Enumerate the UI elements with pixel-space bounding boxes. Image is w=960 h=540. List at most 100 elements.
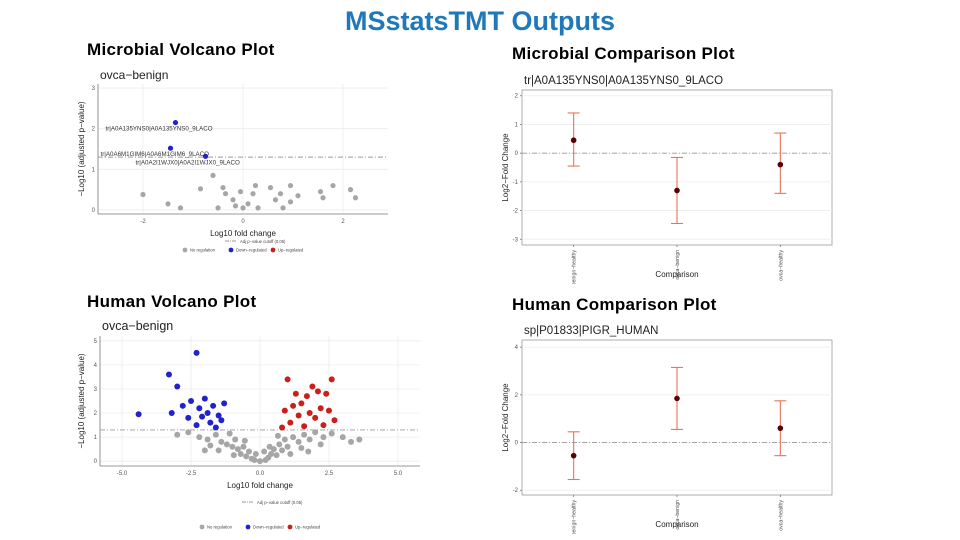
human-volcano-point-up bbox=[325, 407, 332, 414]
human-volcano-point-down bbox=[168, 410, 175, 417]
human-volcano-point-none bbox=[243, 453, 250, 460]
human-volcano-point-none bbox=[223, 441, 230, 448]
human-volcano-point-down bbox=[212, 424, 219, 431]
human-volcano-point-none bbox=[251, 456, 258, 463]
human-volcano-point-down bbox=[210, 402, 217, 409]
human-volcano-point-none bbox=[215, 447, 222, 454]
human-volcano-heading: Human Volcano Plot bbox=[87, 292, 257, 311]
human-volcano-point-none bbox=[305, 448, 312, 455]
human-volcano-point-none bbox=[201, 447, 208, 454]
microbial-comparison-category-label: benign−healthy bbox=[572, 250, 578, 284]
microbial-volcano-chart: ovca−benign 0 1 2 3 -2 0 2 tr|A0A135YNS0|A0A135Y… bbox=[77, 68, 388, 253]
human-volcano-point-up bbox=[309, 383, 316, 390]
human-volcano-point-up bbox=[320, 422, 327, 429]
human-volcano-point-up bbox=[290, 402, 297, 409]
human-volcano-x-tick-label: 5.0 bbox=[394, 471, 403, 477]
microbial-volcano-title: ovca−benign bbox=[100, 68, 168, 82]
microbial-volcano-x-tick-label: -2 bbox=[140, 219, 146, 225]
human-volcano-point-down bbox=[199, 413, 206, 420]
microbial-comparison-heading: Microbial Comparison Plot bbox=[512, 44, 735, 63]
human-volcano-chart: ovca−benign 0 1 2 3 4 5 -5.0 -2.5 0.0 2.5 5.0 Log10 … bbox=[77, 319, 420, 530]
microbial-volcano-point-annotation: tr|A0A6M1GIM6|A0A6M1GIM6_9LACO bbox=[101, 151, 210, 158]
human-volcano-point-down bbox=[179, 402, 186, 409]
microbial-volcano-x-axis-label: Log10 fold change bbox=[210, 229, 276, 238]
microbial-volcano-y-tick-label: 2 bbox=[92, 127, 96, 133]
human-volcano-point-down bbox=[185, 414, 192, 421]
human-comparison-heading: Human Comparison Plot bbox=[512, 295, 717, 314]
human-volcano-point-down bbox=[201, 395, 208, 402]
human-volcano-point-up bbox=[314, 388, 321, 395]
human-volcano-point-none bbox=[232, 436, 239, 443]
microbial-volcano-point-none bbox=[252, 182, 259, 189]
human-volcano-legend-label: Down−regulated bbox=[253, 525, 284, 530]
human-volcano-point-none bbox=[234, 446, 241, 453]
human-volcano-point-none bbox=[279, 447, 286, 454]
human-volcano-point-none bbox=[301, 431, 308, 438]
microbial-volcano-point-none bbox=[287, 182, 294, 189]
microbial-volcano-legend-swatch-up bbox=[270, 247, 276, 253]
human-volcano-point-up bbox=[306, 410, 313, 417]
microbial-volcano-legend-label: Up−regulated bbox=[278, 248, 304, 253]
human-volcano-x-tick-label: 0.0 bbox=[256, 471, 265, 477]
microbial-volcano-point-none bbox=[140, 191, 146, 198]
human-volcano-point-none bbox=[196, 434, 203, 441]
human-volcano-point-up bbox=[298, 400, 305, 407]
microbial-comparison-y-tick-label: 0 bbox=[515, 151, 519, 157]
microbial-volcano-point-none bbox=[317, 189, 324, 195]
microbial-comparison-point bbox=[777, 161, 784, 168]
human-comparison-y-axis-label: Log2−Fold Change bbox=[501, 383, 510, 452]
human-comparison-category-label: benign−healthy bbox=[572, 500, 578, 534]
microbial-volcano-point-none bbox=[197, 186, 204, 192]
human-volcano-legend-label: Up−regulated bbox=[295, 525, 321, 530]
human-volcano-point-none bbox=[266, 443, 273, 450]
microbial-comparison-title: tr|A0A135YNS0|A0A135YNS0_9LACO bbox=[524, 75, 723, 87]
human-volcano-y-tick-label: 5 bbox=[94, 339, 98, 345]
human-volcano-point-up bbox=[279, 424, 286, 431]
human-volcano-point-up bbox=[292, 390, 299, 397]
microbial-volcano-point-none bbox=[347, 187, 354, 193]
human-volcano-point-down bbox=[221, 400, 228, 407]
microbial-volcano-point-none bbox=[280, 205, 286, 211]
microbial-volcano-point-none bbox=[255, 205, 261, 211]
human-volcano-y-axis-label: −Log10 (adjusted p−value) bbox=[77, 353, 86, 449]
microbial-comparison-y-axis-label: Log2−Fold Change bbox=[501, 133, 510, 202]
human-volcano-point-none bbox=[356, 436, 363, 443]
microbial-volcano-point-none bbox=[295, 193, 301, 199]
human-volcano-point-up bbox=[331, 417, 338, 424]
human-volcano-point-up bbox=[284, 376, 291, 383]
microbial-volcano-y-tick-label: 1 bbox=[92, 167, 96, 173]
human-volcano-y-tick-label: 0 bbox=[94, 459, 98, 465]
human-volcano-point-down bbox=[174, 383, 181, 390]
microbial-comparison-y-tick-label: -1 bbox=[513, 180, 519, 186]
human-volcano-point-up bbox=[317, 405, 324, 412]
human-volcano-point-down bbox=[188, 398, 195, 404]
microbial-volcano-point-none bbox=[215, 205, 221, 211]
human-comparison-chart: sp|P01833|PIGR_HUMAN -2 0 2 4 benign−healthy o… bbox=[501, 325, 833, 534]
human-volcano-x-tick-label: -2.5 bbox=[186, 471, 197, 477]
microbial-volcano-x-tick-label: 2 bbox=[341, 219, 345, 225]
microbial-volcano-point-none bbox=[330, 182, 336, 189]
microbial-volcano-point-annotation: tr|A0A135YNS0|A0A135YNS0_9LACO bbox=[106, 126, 213, 133]
human-volcano-point-down bbox=[193, 422, 200, 429]
microbial-volcano-x-tick-label: 0 bbox=[241, 219, 245, 225]
human-volcano-point-none bbox=[252, 450, 259, 457]
human-comparison-category-label: ovca−healthy bbox=[778, 500, 784, 531]
microbial-volcano-point-none bbox=[320, 195, 326, 201]
human-volcano-point-none bbox=[245, 448, 252, 455]
microbial-volcano-point-none bbox=[232, 203, 239, 209]
human-volcano-legend-cutoff-label: Adj p−value cutoff (0.05) bbox=[257, 500, 303, 505]
human-comparison-point bbox=[570, 452, 577, 459]
microbial-volcano-point-none bbox=[287, 199, 294, 205]
human-comparison-y-tick-label: 0 bbox=[515, 441, 519, 447]
microbial-volcano-point-none bbox=[267, 184, 274, 191]
microbial-volcano-point-down bbox=[172, 119, 179, 126]
microbial-comparison-category-label: ovca−healthy bbox=[778, 250, 784, 281]
microbial-comparison-point bbox=[674, 187, 680, 194]
human-volcano-point-none bbox=[281, 436, 288, 443]
human-volcano-point-none bbox=[320, 434, 327, 441]
human-volcano-point-none bbox=[295, 438, 302, 445]
human-volcano-point-down bbox=[193, 349, 200, 356]
human-comparison-y-tick-label: -2 bbox=[513, 488, 519, 494]
human-volcano-y-tick-label: 3 bbox=[94, 387, 98, 393]
microbial-volcano-point-down bbox=[202, 153, 209, 159]
